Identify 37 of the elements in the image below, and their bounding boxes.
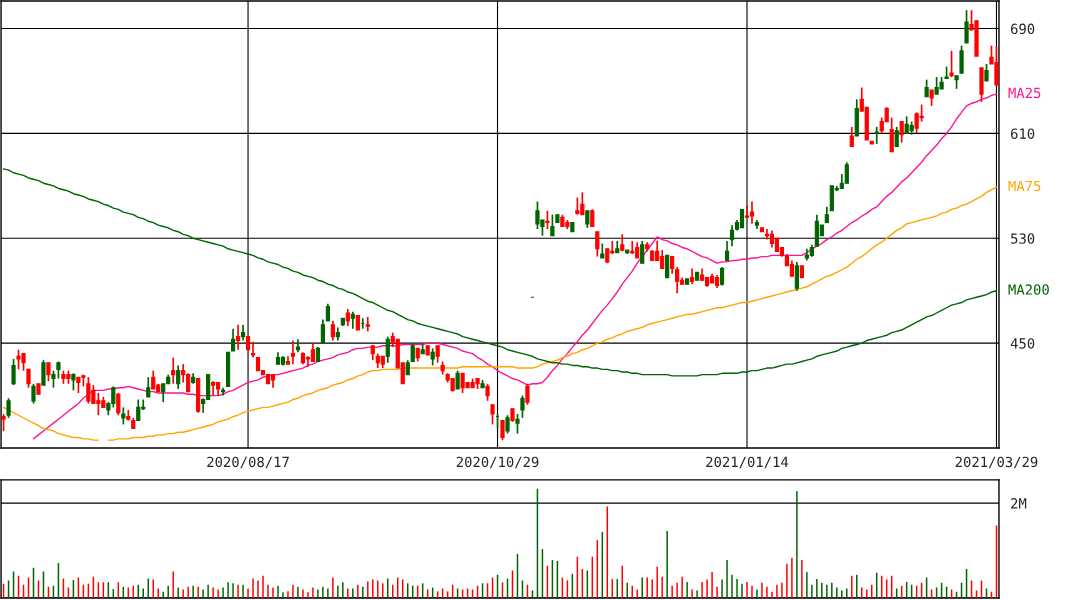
candlestick [46, 361, 51, 383]
candlestick [964, 9, 969, 44]
candlestick [121, 406, 126, 426]
y-tick-label: 530 [1011, 233, 1035, 244]
candlestick [11, 358, 16, 386]
series-label: MA75 [1008, 180, 1041, 192]
series-label: MA200 [1008, 284, 1049, 295]
x-tick-label: 2021/03/29 [955, 456, 1038, 469]
candlestick [31, 382, 36, 405]
y-tick-label: 610 [1010, 128, 1035, 139]
x-tick-label: 2020/10/29 [456, 456, 539, 469]
candlestick [26, 368, 31, 389]
candlestick [739, 208, 745, 229]
candlestick [665, 254, 670, 279]
candlestick [869, 140, 874, 145]
candlestick [979, 67, 984, 103]
line-series [32, 93, 998, 440]
candlestick [41, 359, 46, 386]
y-tick-label: 2M [1011, 498, 1027, 509]
candlestick [455, 369, 460, 390]
y-tick-label: 690 [1010, 23, 1035, 35]
candlestick [550, 213, 555, 237]
candlestick [490, 403, 495, 426]
candlestick [959, 44, 964, 74]
candlestick [505, 414, 510, 435]
candlestick [520, 394, 525, 419]
y-tick-label: 450 [1010, 338, 1035, 349]
x-tick-label: 2020/08/17 [207, 456, 289, 469]
candlestick [515, 413, 520, 435]
x-tick-label: 2021/01/14 [706, 456, 789, 469]
candlestick [685, 278, 690, 285]
candlestick [500, 419, 505, 441]
candlestick [525, 382, 530, 406]
series-label: MA25 [1008, 87, 1041, 99]
candlestick [6, 397, 11, 419]
line-series [2, 168, 998, 377]
candlestick [949, 49, 954, 78]
